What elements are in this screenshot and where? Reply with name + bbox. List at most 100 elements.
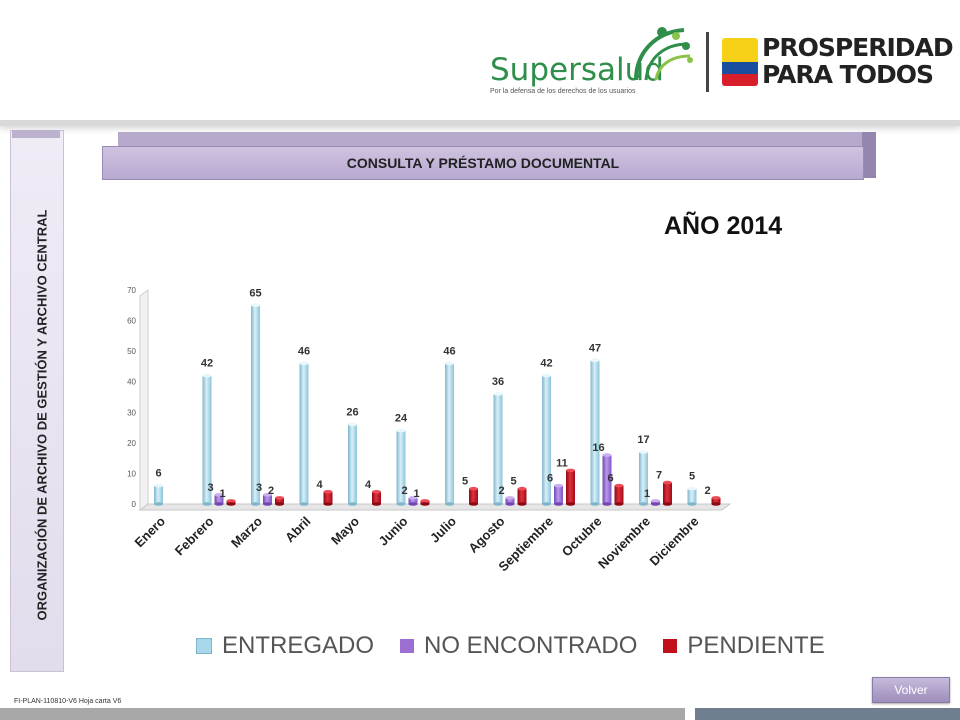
bar-top <box>687 486 697 491</box>
bar-entregado <box>396 430 406 504</box>
data-label: 46 <box>298 345 310 357</box>
legend-item-pendiente: PENDIENTE <box>663 632 825 660</box>
y-tick-label: 60 <box>127 317 136 326</box>
x-tick-label: Febrero <box>172 513 217 558</box>
bar-top <box>154 483 163 488</box>
bar-base <box>396 502 406 506</box>
bar-top <box>517 486 527 491</box>
data-label: 7 <box>656 470 662 482</box>
title-banner <box>102 146 864 180</box>
prosperidad-logo-text: PROSPERIDAD PARA TODOS <box>762 33 954 89</box>
bar-entregado <box>202 375 212 504</box>
bar-base <box>687 502 697 506</box>
footer-bar <box>0 708 685 720</box>
bar-top <box>372 489 381 494</box>
data-label: 4 <box>316 479 323 491</box>
bar-entregado <box>154 485 163 504</box>
bar-base <box>505 502 515 506</box>
legend-item-entregado: ENTREGADO <box>196 632 374 660</box>
data-label: 2 <box>268 485 274 497</box>
bar-base <box>651 502 660 506</box>
bar-entregado <box>348 424 357 504</box>
bar-top <box>348 422 357 427</box>
data-label: 3 <box>256 482 262 494</box>
bar-top <box>602 453 612 457</box>
bar-pendiente <box>614 485 624 504</box>
bar-base <box>566 502 575 506</box>
bar-base <box>420 502 430 506</box>
legend-label: ENTREGADO <box>222 632 375 659</box>
logo-divider <box>706 32 709 92</box>
bar-top <box>711 496 721 500</box>
bar-top <box>505 496 515 500</box>
chart-legend: ENTREGADO NO ENCONTRADO PENDIENTE <box>196 630 851 662</box>
legend-swatch-no-encontrado <box>400 639 415 653</box>
back-button[interactable]: Volver <box>872 677 950 703</box>
data-label: 6 <box>547 473 553 485</box>
bar-entregado <box>251 305 260 504</box>
data-label: 42 <box>201 358 213 370</box>
bar-base <box>251 502 260 506</box>
bar-base <box>408 502 418 506</box>
prosperidad-logo: PROSPERIDAD PARA TODOS <box>722 34 954 90</box>
bar-base <box>614 502 624 506</box>
bar-base <box>493 502 503 506</box>
data-label: 47 <box>589 342 601 354</box>
bar-base <box>214 502 224 506</box>
data-label: 5 <box>689 471 695 483</box>
bar-top <box>651 499 660 503</box>
x-tick-label: Marzo <box>228 513 265 550</box>
bar-top <box>663 480 672 485</box>
bar-base <box>275 502 284 506</box>
bar-base <box>226 502 236 506</box>
data-label: 3 <box>207 482 213 494</box>
bar-entregado <box>542 375 551 504</box>
bar-base <box>554 502 563 506</box>
data-label: 16 <box>592 442 604 454</box>
y-tick-label: 70 <box>127 286 136 295</box>
x-tick-label: Abril <box>282 514 314 546</box>
bar-pendiente <box>711 497 721 504</box>
data-label: 1 <box>644 488 650 500</box>
bar-base <box>469 502 478 506</box>
bar-pendiente <box>517 488 527 504</box>
supersalud-tagline: Por la defensa de los derechos de los us… <box>490 88 636 95</box>
data-label: 2 <box>401 485 407 497</box>
bar-base <box>263 502 272 506</box>
bar-entregado <box>299 363 309 504</box>
chart-floor <box>138 503 732 511</box>
legend-swatch-pendiente <box>663 639 678 653</box>
header: Supersalud Por la defensa de los derecho… <box>0 0 960 126</box>
x-tick-label: Julio <box>427 513 459 545</box>
bar-entregado <box>639 452 648 504</box>
x-tick-label: Mayo <box>328 513 362 547</box>
data-label: 1 <box>219 488 225 500</box>
bar-base <box>517 502 527 506</box>
data-label: 36 <box>492 376 504 388</box>
bar-base <box>299 502 309 506</box>
bar-pendiente <box>372 491 381 504</box>
bar-pendiente <box>566 470 575 504</box>
chart-title: AÑO 2014 <box>664 212 783 240</box>
bar-top <box>263 493 272 497</box>
data-label: 5 <box>462 476 468 488</box>
data-label: 6 <box>607 473 613 485</box>
y-tick-label: 40 <box>127 378 136 387</box>
y-tick-label: 0 <box>132 500 137 509</box>
y-tick-label: 20 <box>127 439 136 448</box>
banner-title: CONSULTA Y PRÉSTAMO DOCUMENTAL <box>346 155 620 171</box>
data-label: 1 <box>413 488 419 500</box>
data-label: 4 <box>365 479 372 491</box>
bar-top <box>566 468 575 473</box>
bar-base <box>590 502 600 506</box>
bar-top <box>614 483 624 488</box>
bar-top <box>323 489 333 494</box>
bar-base <box>663 502 672 506</box>
legend-item-no-encontrado: NO ENCONTRADO <box>400 632 637 660</box>
bar-base <box>542 502 551 506</box>
sidebar-title: ORGANIZACIÓN DE ARCHIVO DE GESTIÓN Y ARC… <box>34 209 50 621</box>
bar-base <box>445 502 454 506</box>
data-label: 24 <box>395 413 408 425</box>
bar-top <box>493 392 503 396</box>
